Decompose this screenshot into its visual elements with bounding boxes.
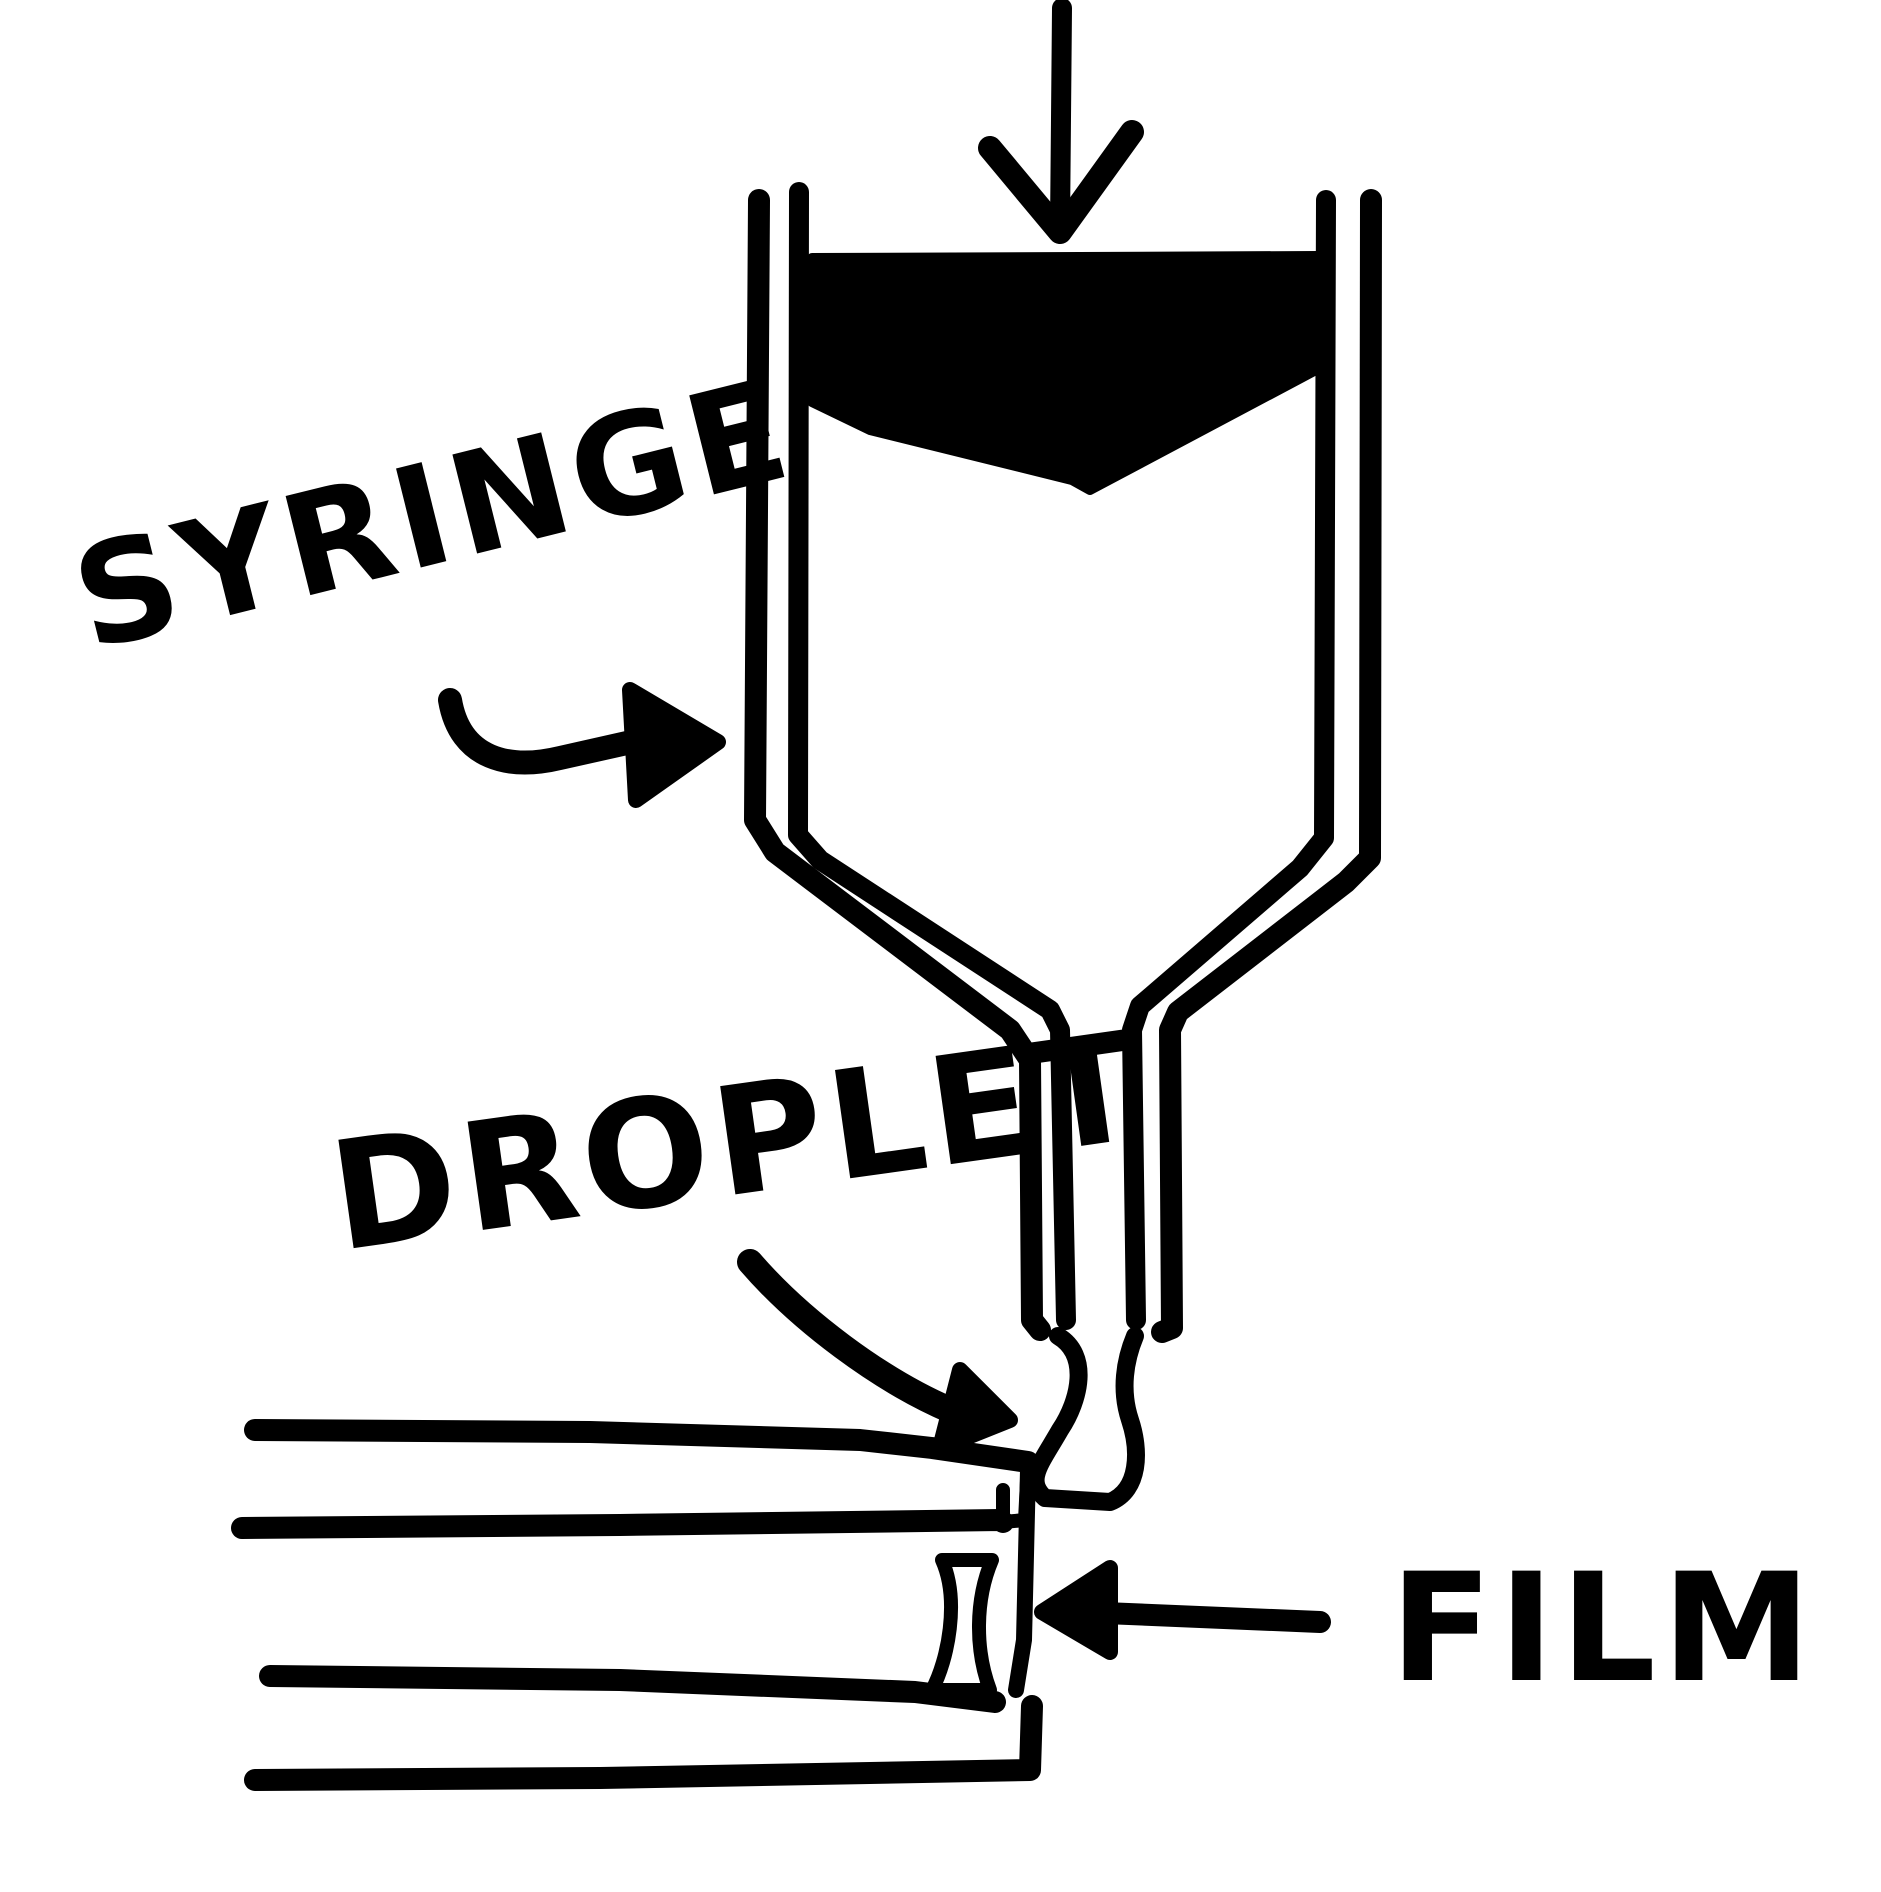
- film-label: FILM: [1390, 1542, 1817, 1716]
- syringe-label: SYRINGE: [59, 348, 809, 683]
- plunger: [807, 251, 1323, 495]
- pressure-arrow-icon: [978, 0, 1144, 244]
- droplet-pointer-arrow-icon: [737, 1249, 1018, 1456]
- film-layers: [231, 1419, 1043, 1791]
- syringe-body: [744, 182, 1382, 1343]
- syringe-pointer-arrow-icon: [438, 682, 726, 808]
- droplet: [1026, 1327, 1145, 1511]
- film-pointer-arrow-icon: [1034, 1560, 1331, 1660]
